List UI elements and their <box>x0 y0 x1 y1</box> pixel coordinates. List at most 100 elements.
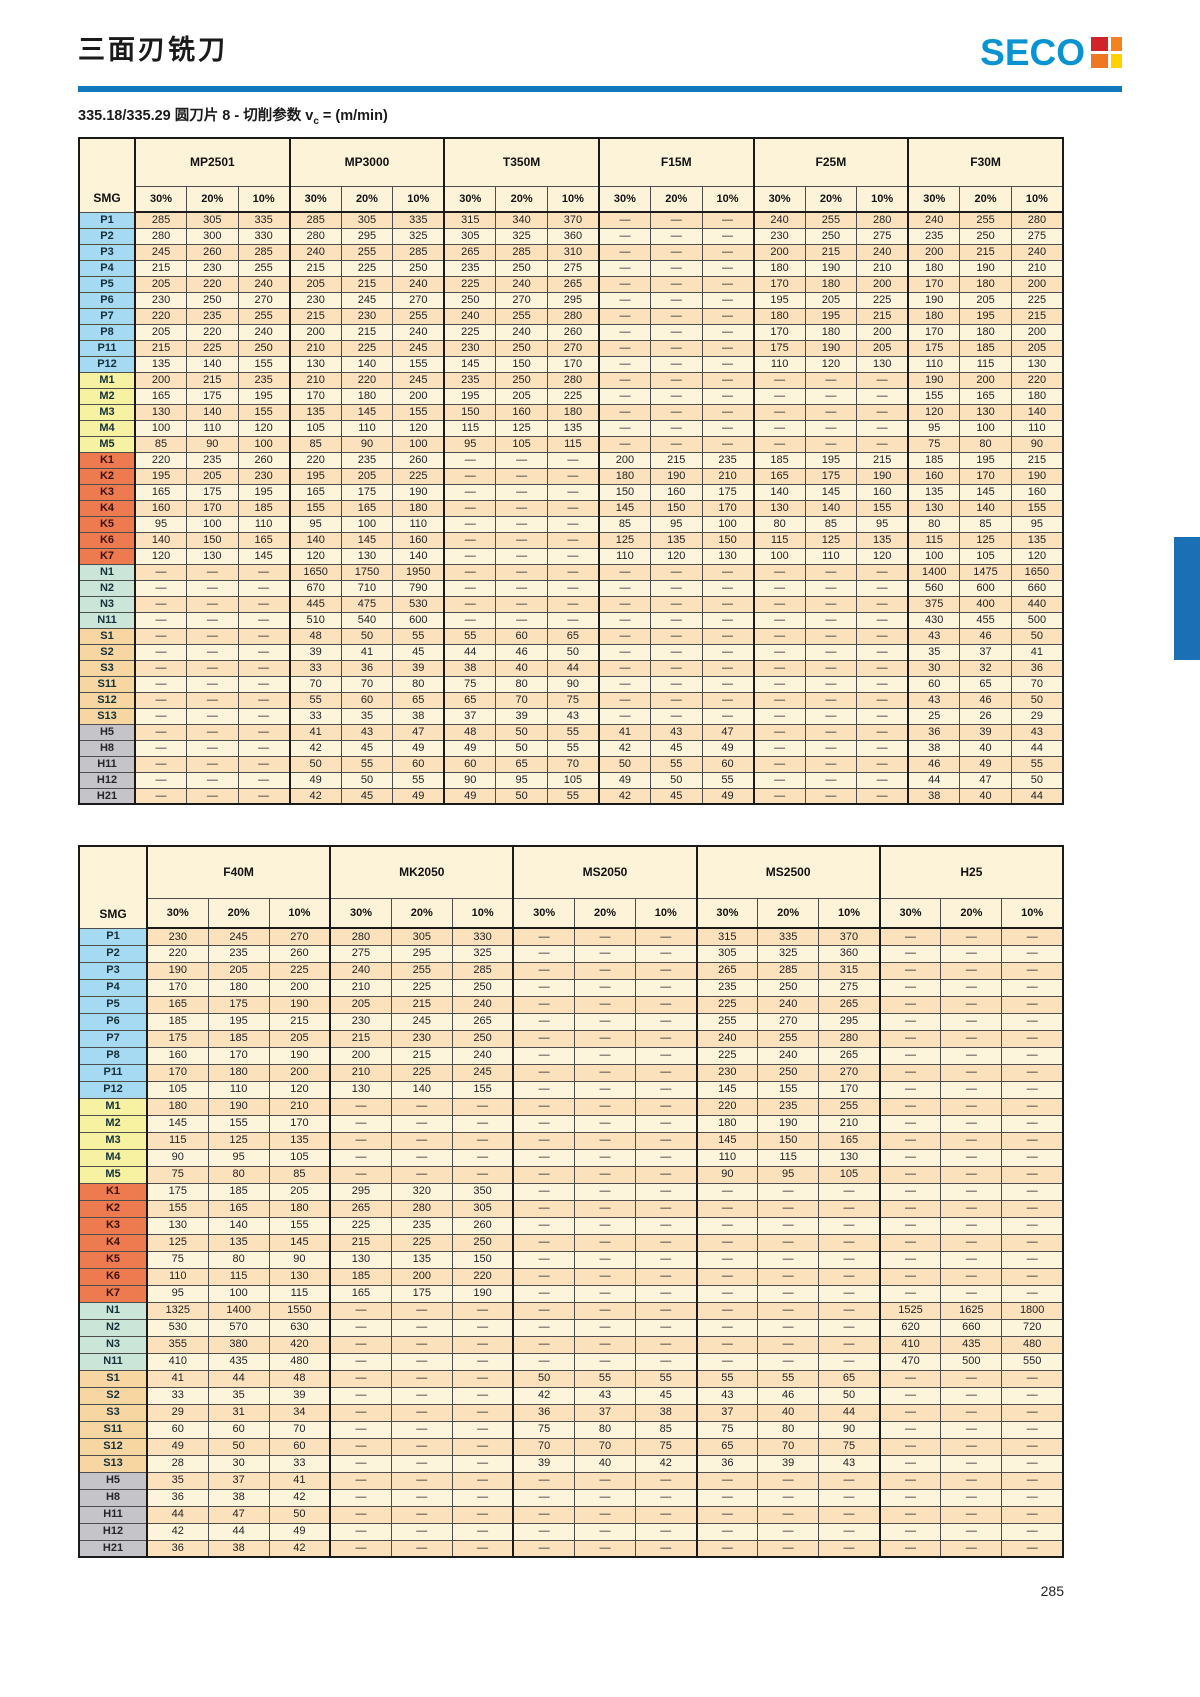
vc-value-cell: — <box>546 579 600 597</box>
vc-value-cell: 180 <box>207 1063 270 1082</box>
vc-value-cell: 720 <box>1001 1318 1064 1337</box>
vc-value-cell: 240 <box>451 995 514 1014</box>
vc-value-cell: 480 <box>268 1352 331 1371</box>
table-row: H8— — —42 45 49 49 50 55 42 45 49— — —38 40 44 <box>78 739 1064 757</box>
vc-value-cell: 260 <box>268 944 331 963</box>
vc-value-cell: — <box>856 435 909 453</box>
vc-value-cell: 175 <box>186 387 239 405</box>
vc-value-cell: — <box>818 1267 881 1286</box>
vc-value-cell: 50 <box>340 627 394 645</box>
vc-value-cell: 295 <box>329 1182 392 1201</box>
vc-value-cell: — <box>134 707 188 725</box>
vc-value-cell: 215 <box>390 1046 453 1065</box>
vc-value-cell: 170 <box>268 1114 331 1133</box>
percent-header: 10% <box>268 897 331 929</box>
vc-value-cell: — <box>701 419 755 437</box>
vc-value-cell: 445 <box>288 595 342 613</box>
vc-value-cell: — <box>512 1267 575 1286</box>
vc-value-cell: — <box>634 1148 698 1167</box>
vc-value-cell: 165 <box>134 483 188 501</box>
vc-value-cell: — <box>940 1454 1003 1473</box>
vc-value-cell: 240 <box>757 1046 820 1065</box>
vc-value-cell: 155 <box>1010 499 1064 517</box>
vc-value-cell: 135 <box>546 419 600 437</box>
smg-cell: P6 <box>78 291 136 309</box>
vc-value-cell: — <box>597 643 651 661</box>
vc-value-cell: — <box>512 978 575 997</box>
vc-value-cell: 33 <box>145 1386 209 1405</box>
vc-value-cell: — <box>573 1301 637 1320</box>
vc-value-cell: 140 <box>340 355 394 373</box>
percent-header: 10% <box>1010 185 1064 213</box>
vc-value-cell: — <box>237 691 291 709</box>
vc-value-cell: — <box>634 1505 698 1524</box>
vc-value-cell: 45 <box>649 739 703 757</box>
vc-value-cell: 38 <box>634 1403 698 1422</box>
vc-value-cell: — <box>573 1029 637 1048</box>
vc-value-cell: — <box>451 1539 514 1558</box>
vc-value-cell: 30 <box>207 1454 270 1473</box>
vc-value-cell: 170 <box>546 355 600 373</box>
table-row: H5 35 37 41— — — — — — — — — — — — <box>78 1471 1064 1490</box>
vc-value-cell: — <box>804 659 858 677</box>
vc-value-cell: — <box>818 1335 881 1354</box>
vc-value-cell: — <box>443 515 497 533</box>
vc-value-cell: 50 <box>495 723 548 741</box>
vc-value-cell: — <box>634 1165 698 1184</box>
vc-value-cell: 150 <box>495 355 548 373</box>
vc-value-cell: 95 <box>1010 515 1064 533</box>
grade-group-header: F40M <box>145 845 331 899</box>
vc-value-cell: — <box>597 291 651 309</box>
vc-value-cell: 230 <box>390 1029 453 1048</box>
vc-value-cell: 70 <box>1010 675 1064 693</box>
vc-value-cell: 300 <box>186 227 239 245</box>
vc-value-cell: — <box>329 1148 392 1167</box>
vc-value-cell: — <box>804 403 858 421</box>
vc-value-cell: 255 <box>495 307 548 325</box>
vc-value-cell: 215 <box>134 339 188 357</box>
vc-value-cell: 150 <box>597 483 651 501</box>
vc-value-cell: — <box>186 691 239 709</box>
smg-cell: P5 <box>78 275 136 293</box>
page-title: 三面刃铣刀 <box>78 35 228 66</box>
vc-value-cell: 55 <box>649 755 703 773</box>
vc-value-cell: — <box>546 611 600 629</box>
vc-value-cell: — <box>546 547 600 565</box>
smg-cell: K1 <box>78 1182 148 1201</box>
vc-value-cell: 140 <box>186 403 239 421</box>
vc-value-cell: 245 <box>390 1012 453 1031</box>
percent-header: 10% <box>634 897 698 929</box>
vc-value-cell: 100 <box>207 1284 270 1303</box>
vc-value-cell: — <box>634 1046 698 1065</box>
vc-value-cell: 255 <box>695 1012 759 1031</box>
vc-value-cell: 235 <box>186 307 239 325</box>
vc-value-cell: 280 <box>390 1199 453 1218</box>
vc-value-cell: — <box>512 1488 575 1507</box>
vc-value-cell: — <box>634 1097 698 1116</box>
vc-value-cell: — <box>649 227 703 245</box>
vc-value-cell: — <box>512 1165 575 1184</box>
vc-value-cell: 180 <box>340 387 394 405</box>
vc-value-cell: 50 <box>1010 691 1064 709</box>
vc-value-cell: 95 <box>207 1148 270 1167</box>
vc-value-cell: — <box>329 1369 392 1388</box>
vc-value-cell: — <box>695 1488 759 1507</box>
vc-value-cell: — <box>634 1522 698 1541</box>
vc-value-cell: — <box>237 771 291 789</box>
vc-value-cell: 34 <box>268 1403 331 1422</box>
vc-value-cell: — <box>390 1335 453 1354</box>
vc-value-cell: 145 <box>268 1233 331 1252</box>
vc-value-cell: — <box>752 643 806 661</box>
vc-value-cell: 110 <box>237 515 291 533</box>
vc-value-cell: — <box>878 944 942 963</box>
vc-value-cell: — <box>818 1284 881 1303</box>
vc-value-cell: 115 <box>757 1148 820 1167</box>
vc-value-cell: — <box>134 627 188 645</box>
percent-header: 20% <box>340 185 394 213</box>
vc-value-cell: — <box>186 579 239 597</box>
vc-value-cell: — <box>573 1488 637 1507</box>
table-row: K1 175 185 205 295 320 350— — — — — — — — — <box>78 1182 1064 1201</box>
vc-value-cell: 250 <box>495 259 548 277</box>
vc-value-cell: — <box>329 1505 392 1524</box>
